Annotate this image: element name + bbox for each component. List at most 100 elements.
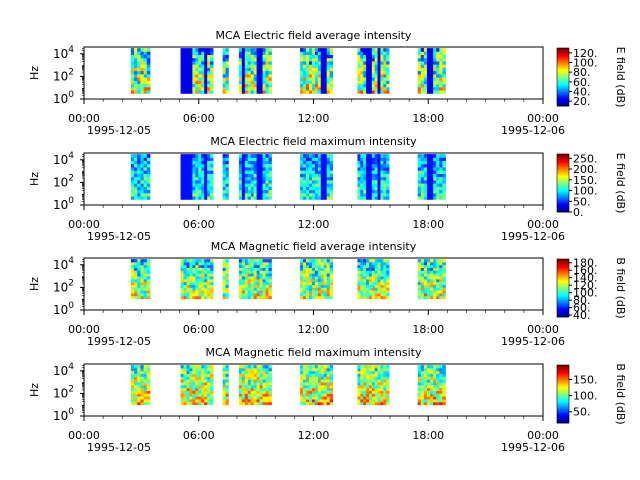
spectrogram-cell (300, 281, 304, 285)
spectrogram-cell (366, 196, 370, 200)
spectrogram-cell (225, 57, 229, 62)
spectrogram-cell (259, 163, 263, 168)
spectrogram-cell (357, 284, 361, 288)
spectrogram-cell (189, 80, 193, 85)
spectrogram-cell (417, 295, 422, 300)
spectrogram-cell (222, 365, 226, 369)
spectrogram-cell (244, 86, 249, 91)
spectrogram-cell (225, 48, 229, 52)
colorbar-segment (557, 285, 569, 287)
spectrogram-cell (265, 196, 269, 200)
spectrogram-cell (204, 70, 208, 75)
spectrogram-cell (380, 189, 384, 194)
spectrogram-cell (371, 61, 376, 65)
spectrogram-cell (241, 261, 246, 266)
spectrogram-cell (222, 287, 226, 291)
spectrogram-cell (329, 186, 334, 191)
spectrogram-cell (183, 51, 187, 55)
spectrogram-cell (363, 393, 367, 397)
spectrogram-cell (186, 365, 190, 369)
spectrogram-cell (314, 186, 319, 191)
spectrogram-cell (436, 270, 440, 274)
spectrogram-cell (222, 367, 226, 372)
spectrogram-cell (222, 67, 226, 72)
spectrogram-cell (323, 80, 328, 85)
spectrogram-cell (225, 276, 229, 280)
spectrogram-cell (303, 373, 307, 377)
spectrogram-cell (363, 373, 367, 377)
spectrogram-cell (262, 387, 266, 391)
colorbar-segment (557, 399, 569, 402)
spectrogram-cell (225, 379, 229, 383)
spectrogram-cell (306, 170, 310, 174)
spectrogram-cell (303, 183, 307, 187)
spectrogram-cell (308, 293, 313, 297)
spectrogram-cell (371, 396, 376, 400)
spectrogram-cell (247, 163, 252, 168)
colorbar-segment (557, 50, 569, 53)
spectrogram-cell (244, 83, 249, 88)
spectrogram-cell (143, 264, 148, 269)
spectrogram-cell (363, 259, 367, 263)
spectrogram-cell (323, 67, 328, 72)
spectrogram-cell (268, 390, 272, 394)
spectrogram-cell (386, 73, 390, 78)
spectrogram-cell (436, 287, 440, 291)
spectrogram-cell (247, 290, 252, 294)
spectrogram-cell (386, 163, 390, 168)
spectrogram-cell (436, 367, 440, 372)
spectrogram-cell (374, 376, 378, 380)
spectrogram-cell (420, 61, 425, 65)
spectrogram-cell (314, 77, 319, 81)
spectrogram-cell (238, 278, 243, 283)
spectrogram-cell (253, 154, 258, 158)
spectrogram-cell (433, 267, 437, 271)
spectrogram-cell (140, 86, 145, 91)
spectrogram-cell (386, 176, 390, 181)
spectrogram-cell (137, 287, 141, 291)
spectrogram-cell (259, 259, 263, 263)
spectrogram-cell (377, 264, 381, 269)
spectrogram-cell (374, 284, 378, 288)
spectrogram-cell (180, 80, 184, 85)
spectrogram-cell (368, 167, 373, 171)
spectrogram-cell (426, 167, 431, 171)
spectrogram-cell (247, 382, 252, 386)
spectrogram-cell (225, 399, 229, 403)
spectrogram-cell (201, 281, 205, 285)
spectrogram-cell (256, 61, 261, 65)
spectrogram-cell (371, 278, 376, 283)
spectrogram-cell (374, 70, 378, 75)
spectrogram-cell (320, 264, 325, 269)
colorbar-tick-label: 100. (573, 185, 598, 198)
spectrogram-cell (300, 86, 304, 91)
spectrogram-cell (386, 86, 390, 91)
spectrogram-cell (183, 370, 187, 375)
colorbar-segment (557, 409, 569, 412)
colorbar-segment (557, 378, 569, 380)
spectrogram-cell (146, 83, 151, 88)
spectrogram-cell (250, 287, 255, 291)
spectrogram-cell (436, 261, 440, 266)
spectrogram-cell (262, 61, 266, 65)
spectrogram-cell (303, 186, 307, 191)
spectrogram-cell (439, 160, 443, 165)
spectrogram-cell (371, 387, 376, 391)
spectrogram-cell (368, 179, 373, 184)
spectrogram-cell (130, 179, 135, 184)
spectrogram-cell (241, 293, 246, 297)
spectrogram-cell (360, 273, 364, 277)
spectrogram-cell (225, 293, 229, 297)
spectrogram-cell (256, 264, 261, 269)
spectrogram-cell (308, 176, 313, 181)
spectrogram-cell (363, 61, 367, 65)
spectrogram-cell (250, 192, 255, 197)
colorbar-segment (557, 398, 569, 401)
spectrogram-cell (420, 261, 425, 266)
colorbar-segment (557, 164, 569, 166)
colorbar-segment (557, 165, 569, 168)
spectrogram-cell (423, 167, 428, 171)
spectrogram-cell (195, 86, 199, 91)
spectrogram-cell (374, 73, 378, 78)
spectrogram-cell (247, 379, 252, 383)
